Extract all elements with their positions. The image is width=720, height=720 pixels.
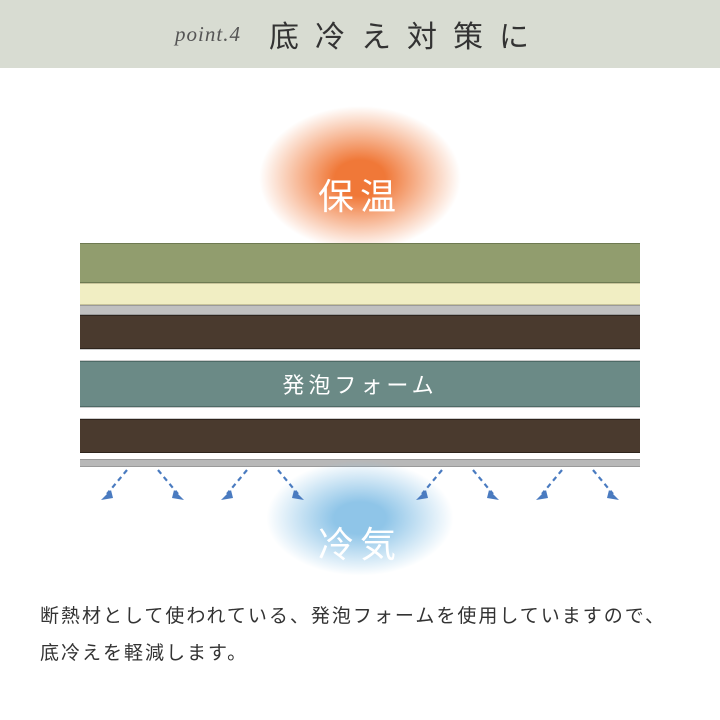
- warm-label: 保温: [318, 168, 402, 220]
- point-label: point.4: [175, 22, 241, 47]
- cold-arrow-2: [215, 466, 255, 506]
- cold-arrow-7: [585, 466, 625, 506]
- layer-stack: 発泡フォーム: [80, 243, 640, 467]
- header-bar: point.4 底冷え対策に: [0, 0, 720, 68]
- layer-4: [80, 349, 640, 361]
- layer-2: [80, 305, 640, 315]
- layer-6: [80, 407, 640, 419]
- desc-line1: 断熱材として使われている、発泡フォームを使用していますので、: [40, 606, 666, 627]
- cold-arrow-1: [150, 466, 190, 506]
- layer-3: [80, 315, 640, 349]
- cold-arrow-4: [410, 466, 450, 506]
- cold-label: 冷気: [318, 516, 402, 568]
- layer-label: 発泡フォーム: [282, 368, 437, 400]
- cold-arrow-6: [530, 466, 570, 506]
- desc-line2: 底冷えを軽減します。: [40, 643, 248, 664]
- description: 断熱材として使われている、発泡フォームを使用していますので、 底冷えを軽減します…: [40, 598, 680, 672]
- cold-arrow-0: [95, 466, 135, 506]
- header-title: 底冷え対策に: [269, 12, 545, 56]
- cold-arrow-5: [465, 466, 505, 506]
- layer-7: [80, 419, 640, 453]
- layer-0: [80, 243, 640, 283]
- diagram: 保温 発泡フォーム 冷気: [0, 68, 720, 578]
- cold-arrow-3: [270, 466, 310, 506]
- layer-1: [80, 283, 640, 305]
- layer-5: 発泡フォーム: [80, 361, 640, 407]
